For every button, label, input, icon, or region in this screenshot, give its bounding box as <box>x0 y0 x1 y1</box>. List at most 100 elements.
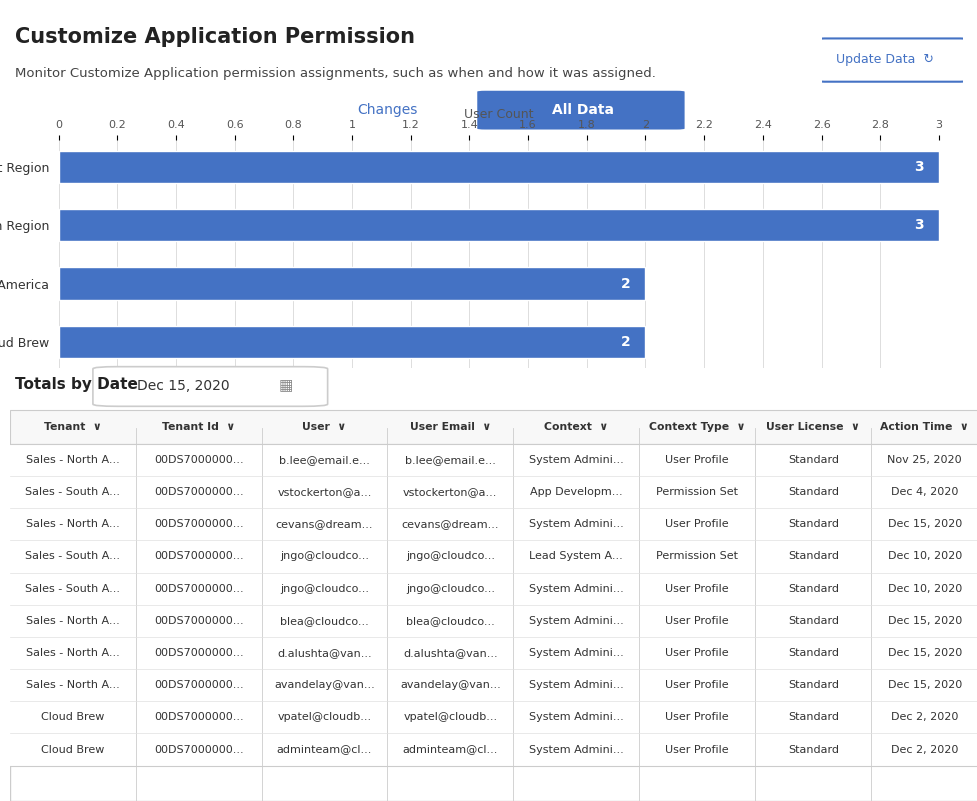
Text: Dec 4, 2020: Dec 4, 2020 <box>890 487 957 497</box>
Text: Standard: Standard <box>787 455 838 465</box>
Text: Permission Set: Permission Set <box>656 551 738 562</box>
Text: User Profile: User Profile <box>664 616 728 626</box>
Text: Context  ∨: Context ∨ <box>543 422 608 432</box>
Text: System Admini...: System Admini... <box>529 584 623 594</box>
Text: Standard: Standard <box>787 616 838 626</box>
Bar <box>10 637 977 669</box>
Text: System Admini...: System Admini... <box>529 616 623 626</box>
Text: 2: 2 <box>620 335 630 349</box>
Text: App Developm...: App Developm... <box>530 487 622 497</box>
Text: 2: 2 <box>620 276 630 291</box>
Text: Sales - North A...: Sales - North A... <box>25 616 119 626</box>
Text: Lead System A...: Lead System A... <box>529 551 622 562</box>
Text: b.lee@email.e...: b.lee@email.e... <box>404 455 495 465</box>
Text: Dec 10, 2020: Dec 10, 2020 <box>887 551 961 562</box>
Text: User Profile: User Profile <box>664 712 728 723</box>
Text: User Profile: User Profile <box>664 584 728 594</box>
Text: Sales - South A...: Sales - South A... <box>25 584 120 594</box>
Text: User Email  ∨: User Email ∨ <box>409 422 490 432</box>
Text: 00DS7000000...: 00DS7000000... <box>153 648 243 658</box>
Text: d.alushta@van...: d.alushta@van... <box>276 648 371 658</box>
Text: jngo@cloudco...: jngo@cloudco... <box>405 584 494 594</box>
Text: Standard: Standard <box>787 519 838 529</box>
Text: 00DS7000000...: 00DS7000000... <box>153 487 243 497</box>
Bar <box>59 209 938 241</box>
Text: vstockerton@a...: vstockerton@a... <box>403 487 497 497</box>
Text: Sales - South A...: Sales - South A... <box>25 551 120 562</box>
Text: blea@cloudco...: blea@cloudco... <box>279 616 368 626</box>
Text: User Profile: User Profile <box>664 680 728 690</box>
Text: 00DS7000000...: 00DS7000000... <box>153 551 243 562</box>
Bar <box>10 508 977 541</box>
Text: 00DS7000000...: 00DS7000000... <box>153 745 243 755</box>
Bar <box>59 268 645 300</box>
Text: b.lee@email.e...: b.lee@email.e... <box>278 455 369 465</box>
Text: User License  ∨: User License ∨ <box>766 422 860 432</box>
X-axis label: User Count: User Count <box>463 107 533 121</box>
Text: Cloud Brew: Cloud Brew <box>41 745 105 755</box>
Text: Cloud Brew: Cloud Brew <box>41 712 105 723</box>
Bar <box>59 151 938 183</box>
Text: adminteam@cl...: adminteam@cl... <box>403 745 497 755</box>
Text: Dec 15, 2020: Dec 15, 2020 <box>887 519 961 529</box>
FancyBboxPatch shape <box>285 87 692 133</box>
Text: jngo@cloudco...: jngo@cloudco... <box>279 584 368 594</box>
Text: Dec 15, 2020: Dec 15, 2020 <box>887 648 961 658</box>
Text: 00DS7000000...: 00DS7000000... <box>153 616 243 626</box>
Text: adminteam@cl...: adminteam@cl... <box>276 745 372 755</box>
Text: Dec 15, 2020: Dec 15, 2020 <box>887 616 961 626</box>
Text: d.alushta@van...: d.alushta@van... <box>403 648 497 658</box>
FancyBboxPatch shape <box>10 428 977 801</box>
Text: Standard: Standard <box>787 712 838 723</box>
Bar <box>59 326 645 358</box>
Text: Tenant Id  ∨: Tenant Id ∨ <box>162 422 234 432</box>
Text: Permission Set: Permission Set <box>656 487 738 497</box>
Text: System Admini...: System Admini... <box>529 519 623 529</box>
Text: Sales - North A...: Sales - North A... <box>25 455 119 465</box>
Text: Standard: Standard <box>787 551 838 562</box>
Text: Dec 2, 2020: Dec 2, 2020 <box>890 712 957 723</box>
Text: cevans@dream...: cevans@dream... <box>276 519 373 529</box>
Text: 00DS7000000...: 00DS7000000... <box>153 712 243 723</box>
Bar <box>10 734 977 766</box>
Text: cevans@dream...: cevans@dream... <box>402 519 498 529</box>
Bar <box>10 669 977 702</box>
Text: 00DS7000000...: 00DS7000000... <box>153 584 243 594</box>
Text: avandelay@van...: avandelay@van... <box>400 680 500 690</box>
Text: Changes: Changes <box>357 103 417 117</box>
Text: System Admini...: System Admini... <box>529 745 623 755</box>
Text: Customize Application Permission: Customize Application Permission <box>15 27 414 47</box>
Text: System Admini...: System Admini... <box>529 712 623 723</box>
Text: Sales - North A...: Sales - North A... <box>25 648 119 658</box>
Bar <box>10 410 977 444</box>
Text: 3: 3 <box>913 159 923 174</box>
Text: Standard: Standard <box>787 487 838 497</box>
Text: Tenant  ∨: Tenant ∨ <box>44 422 102 432</box>
Text: Standard: Standard <box>787 680 838 690</box>
Text: User  ∨: User ∨ <box>302 422 346 432</box>
Text: vstockerton@a...: vstockerton@a... <box>277 487 371 497</box>
Text: Standard: Standard <box>787 745 838 755</box>
Text: blea@cloudco...: blea@cloudco... <box>405 616 494 626</box>
Text: System Admini...: System Admini... <box>529 455 623 465</box>
Bar <box>10 605 977 637</box>
Text: Nov 25, 2020: Nov 25, 2020 <box>886 455 961 465</box>
Text: System Admini...: System Admini... <box>529 648 623 658</box>
Text: Sales - North A...: Sales - North A... <box>25 680 119 690</box>
Text: System Admini...: System Admini... <box>529 680 623 690</box>
Text: Totals by Date: Totals by Date <box>15 376 138 392</box>
Bar <box>10 573 977 605</box>
Text: 3: 3 <box>913 218 923 232</box>
Text: Standard: Standard <box>787 584 838 594</box>
Text: 00DS7000000...: 00DS7000000... <box>153 455 243 465</box>
Bar <box>10 476 977 508</box>
Text: avandelay@van...: avandelay@van... <box>274 680 374 690</box>
FancyBboxPatch shape <box>817 38 966 82</box>
FancyBboxPatch shape <box>93 367 327 406</box>
Text: Sales - South A...: Sales - South A... <box>25 487 120 497</box>
Text: Dec 15, 2020: Dec 15, 2020 <box>887 680 961 690</box>
Text: 00DS7000000...: 00DS7000000... <box>153 519 243 529</box>
Text: Action Time  ∨: Action Time ∨ <box>879 422 968 432</box>
Text: Standard: Standard <box>787 648 838 658</box>
Text: Dec 10, 2020: Dec 10, 2020 <box>887 584 961 594</box>
